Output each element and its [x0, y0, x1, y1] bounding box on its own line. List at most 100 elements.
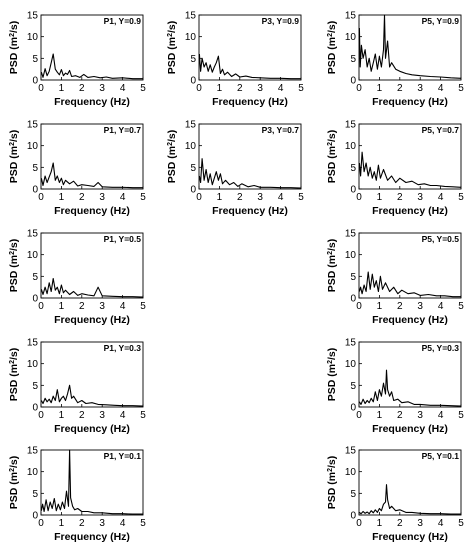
panel-p3-09: 0 1 2 3 4 5 0 5 10 15 P3, Y=0.9 Frequency (Hz) PSD (… [166, 11, 304, 109]
psd-series-line [358, 271, 461, 298]
x-axis-label: Frequency (Hz) [212, 96, 288, 108]
x-tick-label: 0 [38, 301, 44, 312]
plot-frame [198, 123, 302, 190]
x-tick-label: 2 [79, 192, 85, 203]
x-tick-label: 5 [140, 518, 146, 529]
x-axis-label: Frequency (Hz) [372, 205, 448, 217]
plot-frame [358, 232, 462, 299]
y-tick-label: 0 [32, 403, 38, 414]
y-tick-label: 5 [350, 163, 356, 174]
x-tick-label: 4 [120, 518, 126, 529]
x-tick-label: 3 [257, 83, 263, 94]
plot-frame [198, 14, 302, 81]
panel-title: P5, Y=0.3 [422, 343, 460, 353]
x-tick-label: 4 [438, 410, 444, 421]
y-axis-label: PSD (m2/s) [326, 239, 338, 293]
panel-p5-07: 0 1 2 3 4 5 0 5 10 15 P5, Y=0.7 Frequency (Hz) PSD (… [326, 120, 464, 218]
x-axis-label: Frequency (Hz) [372, 96, 448, 108]
x-tick-label: 1 [377, 83, 383, 94]
y-tick-label: 15 [345, 229, 357, 240]
x-tick-label: 1 [377, 518, 383, 529]
plot-frame [358, 449, 462, 516]
x-tick-label: 5 [140, 301, 146, 312]
x-tick-label: 2 [397, 83, 403, 94]
psd-series-line [40, 277, 144, 298]
y-tick-label: 10 [345, 467, 357, 478]
y-tick-label: 10 [345, 250, 357, 261]
y-tick-label: 10 [27, 467, 39, 478]
y-tick-label: 0 [190, 185, 196, 196]
x-axis-label: Frequency (Hz) [372, 423, 448, 435]
x-axis-label: Frequency (Hz) [54, 205, 130, 217]
y-tick-label: 5 [190, 163, 196, 174]
x-tick-label: 5 [298, 83, 304, 94]
x-tick-label: 3 [417, 301, 423, 312]
panel-p1-09: 0 1 2 3 4 5 0 5 10 15 P1, Y=0.9 Frequency (Hz) PSD (… [8, 11, 146, 109]
x-tick-label: 5 [458, 518, 464, 529]
x-tick-label: 5 [140, 410, 146, 421]
panel-p1-07: 0 1 2 3 4 5 0 5 10 15 P1, Y=0.7 Frequency (Hz) PSD (… [8, 120, 146, 218]
x-tick-label: 1 [217, 83, 223, 94]
x-tick-label: 0 [356, 410, 362, 421]
x-tick-label: 3 [417, 518, 423, 529]
x-axis-label: Frequency (Hz) [212, 205, 288, 217]
y-tick-label: 0 [350, 403, 356, 414]
panel-title: P1, Y=0.1 [104, 451, 142, 461]
x-tick-label: 5 [140, 192, 146, 203]
y-tick-label: 0 [350, 511, 356, 522]
panel-title: P1, Y=0.3 [104, 343, 142, 353]
x-tick-label: 4 [438, 83, 444, 94]
x-tick-label: 0 [356, 518, 362, 529]
x-tick-label: 4 [120, 301, 126, 312]
x-tick-label: 2 [79, 518, 85, 529]
y-tick-label: 15 [345, 338, 357, 349]
x-tick-label: 5 [458, 301, 464, 312]
x-tick-label: 2 [237, 83, 243, 94]
psd-series-line [358, 14, 462, 79]
plot-frame [358, 14, 462, 81]
panel-p5-03: 0 1 2 3 4 5 0 5 10 15 P5, Y=0.3 Frequency (Hz) PSD (… [326, 338, 464, 436]
y-tick-label: 10 [27, 141, 39, 152]
x-tick-label: 3 [417, 83, 423, 94]
x-tick-label: 3 [99, 301, 105, 312]
y-tick-label: 5 [32, 54, 38, 65]
x-tick-label: 2 [397, 410, 403, 421]
y-tick-label: 0 [350, 185, 356, 196]
y-tick-label: 10 [185, 32, 197, 43]
y-tick-label: 10 [345, 32, 357, 43]
y-tick-label: 15 [27, 338, 39, 349]
panel-title: P1, Y=0.7 [104, 125, 142, 135]
x-tick-label: 1 [217, 192, 223, 203]
y-tick-label: 5 [32, 272, 38, 283]
y-tick-label: 15 [27, 11, 39, 22]
x-tick-label: 0 [356, 301, 362, 312]
y-axis-label: PSD (m2/s) [326, 348, 338, 402]
plot-frame [40, 123, 144, 190]
x-tick-label: 4 [120, 410, 126, 421]
panel-title: P5, Y=0.7 [422, 125, 460, 135]
y-tick-label: 10 [27, 359, 39, 370]
y-tick-label: 0 [190, 76, 196, 87]
x-tick-label: 1 [59, 518, 65, 529]
y-tick-label: 0 [32, 76, 38, 87]
panel-title: P5, Y=0.5 [422, 234, 460, 244]
x-tick-label: 0 [38, 83, 44, 94]
y-axis-label: PSD (m2/s) [8, 239, 20, 293]
psd-series-line [40, 384, 144, 407]
panel-title: P1, Y=0.5 [104, 234, 142, 244]
panel-p1-05: 0 1 2 3 4 5 0 5 10 15 P1, Y=0.5 Frequency (Hz) PSD (… [8, 229, 146, 327]
y-tick-label: 10 [345, 359, 357, 370]
x-tick-label: 0 [196, 192, 202, 203]
x-tick-label: 2 [79, 410, 85, 421]
x-tick-label: 2 [397, 301, 403, 312]
y-axis-label: PSD (m2/s) [326, 456, 338, 510]
x-axis-label: Frequency (Hz) [372, 314, 448, 326]
x-tick-label: 4 [278, 192, 284, 203]
y-axis-label: PSD (m2/s) [166, 130, 178, 184]
panel-title: P5, Y=0.9 [422, 16, 460, 26]
panel-title: P3, Y=0.9 [262, 16, 300, 26]
x-tick-label: 1 [377, 192, 383, 203]
x-axis-label: Frequency (Hz) [54, 423, 130, 435]
y-tick-label: 0 [32, 511, 38, 522]
y-tick-label: 10 [27, 32, 39, 43]
